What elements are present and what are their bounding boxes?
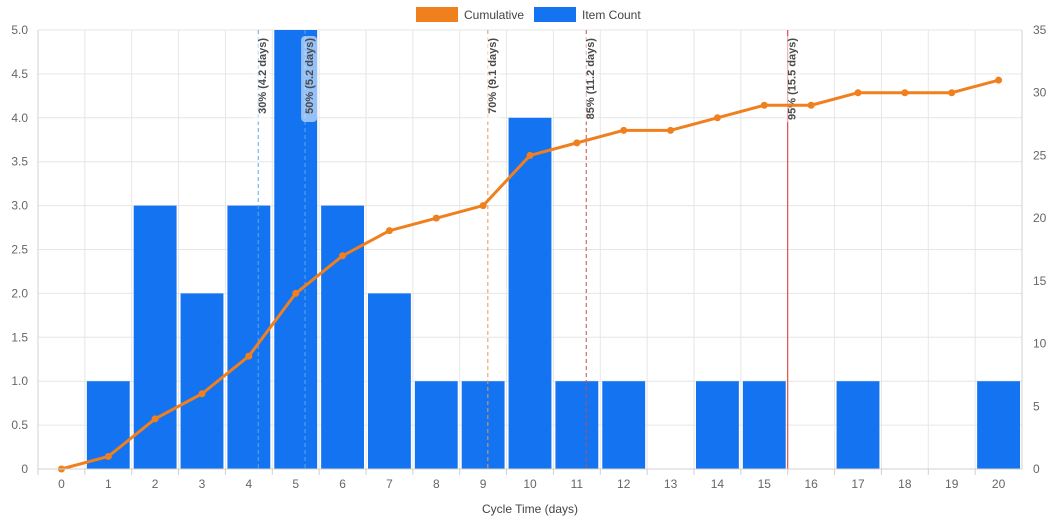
x-tick-label: 19: [945, 477, 959, 491]
annotation-label-3: 85% (11.2 days): [585, 38, 597, 120]
y-tick-label-right: 35: [1033, 23, 1047, 37]
bar-cycle-15: [742, 381, 786, 469]
cumulative-point-4: [245, 352, 253, 360]
cumulative-point-6: [339, 252, 347, 260]
cumulative-series: [57, 76, 1003, 473]
y-tick-label-right: 0: [1033, 462, 1040, 476]
x-tick-label: 13: [664, 477, 678, 491]
annotation-label-0: 30% (4.2 days): [257, 38, 269, 114]
annotation-label-bg-3: [582, 36, 599, 122]
bar-cycle-10: [508, 117, 552, 470]
y-tick-label-left: 1.0: [11, 374, 28, 388]
x-tick-label: 6: [339, 477, 346, 491]
legend[interactable]: Cumulative Item Count: [416, 7, 641, 22]
x-tick-label: 2: [152, 477, 159, 491]
y-tick-label-left: 1.5: [11, 330, 28, 344]
bar-cycle-7: [368, 293, 411, 469]
cumulative-point-17: [854, 89, 862, 97]
x-tick-label: 10: [523, 477, 537, 491]
y-tick-label-left: 4.5: [11, 67, 28, 81]
y-tick-label-left: 4.0: [11, 111, 28, 125]
legend-swatch-0: [416, 7, 458, 22]
cumulative-point-19: [948, 89, 956, 97]
x-tick-label: 3: [199, 477, 206, 491]
cumulative-point-5: [292, 289, 300, 297]
annotation-label-bg-1: [301, 36, 318, 122]
x-tick-label: 18: [898, 477, 912, 491]
x-tick-label: 0: [58, 477, 65, 491]
x-tick-label: 16: [804, 477, 818, 491]
annotation-label-bg-2: [483, 36, 500, 122]
y-tick-label-right: 5: [1033, 399, 1040, 413]
cumulative-point-7: [385, 227, 393, 235]
x-tick-label: 12: [617, 477, 631, 491]
cumulative-point-13: [667, 126, 675, 134]
cumulative-point-2: [151, 415, 159, 423]
x-tick-label: 20: [992, 477, 1006, 491]
cumulative-point-8: [432, 214, 440, 222]
x-tick-label: 9: [480, 477, 487, 491]
x-tick-label: 8: [433, 477, 440, 491]
x-tick-label: 4: [246, 477, 253, 491]
y-tick-label-left: 0.5: [11, 418, 28, 432]
bar-cycle-11: [555, 381, 599, 469]
cumulative-point-10: [526, 151, 534, 159]
y-tick-label-right: 10: [1033, 337, 1047, 351]
y-tick-label-right: 30: [1033, 86, 1047, 100]
legend-label-0: Cumulative: [464, 8, 524, 22]
annotation-label-4: 95% (15.5 days): [787, 38, 799, 120]
legend-swatch-1: [534, 7, 576, 22]
cumulative-point-15: [760, 101, 768, 109]
bar-cycle-12: [602, 381, 646, 469]
cumulative-point-14: [713, 114, 721, 122]
cumulative-point-18: [901, 89, 909, 97]
x-axis-title: Cycle Time (days): [482, 502, 578, 516]
y-tick-label-left: 0: [21, 462, 28, 476]
bar-cycle-8: [414, 381, 458, 469]
x-tick-label: 1: [105, 477, 112, 491]
item-count-bars: [86, 30, 1020, 470]
x-tick-label: 15: [758, 477, 772, 491]
cumulative-point-3: [198, 390, 206, 398]
x-tick-label: 17: [851, 477, 865, 491]
annotation-label-1: 50% (5.2 days): [304, 38, 316, 114]
bar-cycle-9: [461, 381, 505, 469]
bar-cycle-2: [133, 205, 177, 469]
x-tick-label: 5: [292, 477, 299, 491]
y-tick-label-left: 3.0: [11, 199, 28, 213]
cumulative-point-16: [807, 101, 815, 109]
bar-cycle-17: [836, 381, 880, 469]
cumulative-point-12: [620, 126, 628, 134]
bar-cycle-14: [696, 381, 739, 469]
y-tick-label-right: 15: [1033, 274, 1047, 288]
cumulative-point-20: [995, 76, 1003, 84]
y-tick-label-right: 25: [1033, 148, 1047, 162]
bar-cycle-6: [321, 205, 364, 469]
y-tick-label-right: 20: [1033, 211, 1047, 225]
y-tick-label-left: 3.5: [11, 155, 28, 169]
cumulative-point-9: [479, 202, 487, 210]
cumulative-point-11: [573, 139, 581, 147]
bar-cycle-20: [977, 381, 1020, 469]
annotation-label-2: 70% (9.1 days): [487, 38, 499, 114]
x-tick-label: 14: [711, 477, 725, 491]
y-tick-label-left: 2.0: [11, 286, 28, 300]
annotation-label-bg-4: [783, 36, 800, 122]
cumulative-point-1: [104, 452, 112, 460]
percentile-annotations: 30% (4.2 days) 50% (5.2 days) 70% (9.1 day…: [254, 30, 800, 469]
y-tick-label-left: 2.5: [11, 243, 28, 257]
axes: 0 1 2 3 4 5 6 7 8 9 10 11 12 13 14 15 16 17 18 19 2000.51.01…: [11, 23, 1046, 491]
y-tick-label-left: 5.0: [11, 23, 28, 37]
x-tick-label: 11: [571, 477, 584, 491]
legend-label-1: Item Count: [582, 8, 641, 22]
x-tick-label: 7: [386, 477, 393, 491]
annotation-label-bg-0: [254, 36, 271, 122]
